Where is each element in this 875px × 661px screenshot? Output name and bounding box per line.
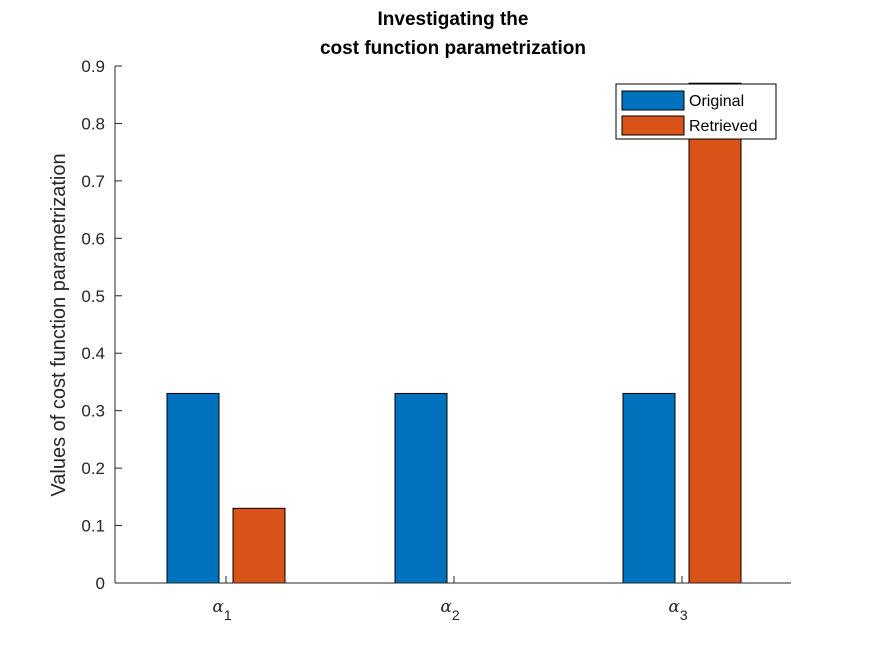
y-tick-label: 0.9 <box>81 57 105 76</box>
x-category-symbol: α <box>440 597 452 617</box>
legend-label-original: Original <box>689 93 744 110</box>
y-tick-label: 0.7 <box>81 172 105 191</box>
legend-label-retrieved: Retrieved <box>689 118 757 135</box>
legend-swatch-original <box>621 90 685 111</box>
legend: Original Retrieved <box>615 83 777 140</box>
y-axis-label: Values of cost function parametrization <box>48 153 70 496</box>
y-tick-label: 0.4 <box>81 344 105 363</box>
y-tick-label: 0.8 <box>81 114 105 133</box>
y-ticks: 0 0.1 0.2 0.3 0.4 0.5 0.6 0.7 0.8 0.9 <box>81 57 122 593</box>
chart-title-line-1: Investigating the <box>378 9 529 30</box>
y-tick-label: 0.3 <box>81 402 105 421</box>
bar-original-1 <box>166 392 220 584</box>
bar-original-2 <box>394 392 448 584</box>
chart-title-line-2: cost function parametrization <box>320 38 586 59</box>
x-category-subscript: 3 <box>680 607 688 623</box>
x-category-label: α1 <box>212 597 231 623</box>
bars <box>166 82 742 584</box>
y-tick-label: 0.5 <box>81 287 105 306</box>
axes <box>114 66 791 584</box>
x-category-label: α3 <box>668 597 687 623</box>
bar-original-3 <box>622 392 676 584</box>
y-tick-label: 0.6 <box>81 229 105 248</box>
x-category-labels: α1 α2 α3 <box>212 576 688 623</box>
x-category-subscript: 2 <box>452 607 460 623</box>
legend-swatch-retrieved <box>621 115 685 136</box>
bar-retrieved-1 <box>232 507 286 584</box>
x-category-label: α2 <box>440 597 459 623</box>
y-tick-label: 0.1 <box>81 517 105 536</box>
x-category-subscript: 1 <box>224 607 232 623</box>
x-category-symbol: α <box>212 597 224 617</box>
y-tick-label: 0 <box>96 574 105 593</box>
x-category-symbol: α <box>668 597 680 617</box>
bar-retrieved-3 <box>688 82 742 584</box>
y-tick-label: 0.2 <box>81 459 105 478</box>
